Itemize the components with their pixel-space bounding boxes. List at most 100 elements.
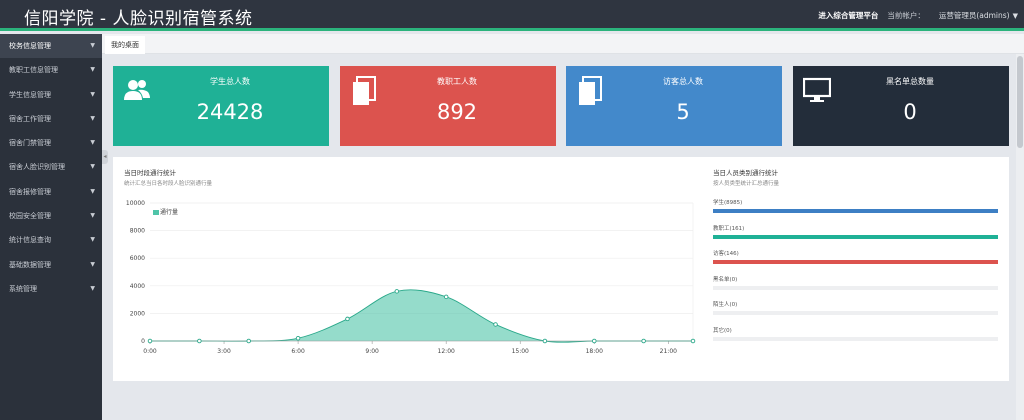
caret-down-icon: ▼ — [90, 284, 95, 292]
monitor-icon — [803, 77, 831, 102]
users-icon — [124, 80, 150, 100]
x-tick-label: 3:00 — [217, 348, 231, 355]
x-tick-label: 15:00 — [512, 348, 529, 355]
account-user-menu[interactable]: 运营管理员(admins) ▼ — [939, 10, 1018, 21]
sidebar: 校务信息管理 ▼ 教职工信息管理 ▼ 学生信息管理 ▼ 宿舍工作管理 ▼ 宿舍门禁管理 ▼… — [0, 34, 102, 420]
y-tick-label: 6000 — [130, 255, 145, 262]
account-label: 当前帐户： — [887, 11, 925, 20]
data-point — [592, 338, 597, 344]
app-title: 信阳学院 - 人脸识别宿管系统 — [24, 9, 253, 29]
sidebar-item-label: 宿舍工作管理 — [9, 114, 51, 123]
data-point — [394, 289, 400, 294]
category-label: 访客(146) — [713, 251, 739, 257]
sidebar-item-label: 教职工信息管理 — [9, 66, 58, 75]
document-icon — [353, 76, 376, 105]
card-label: 学生总人数 — [210, 77, 250, 86]
sidebar-item-label: 校园安全管理 — [9, 212, 51, 221]
sidebar-item-stats[interactable]: 统计信息查询 ▼ — [0, 228, 102, 252]
caret-down-icon: ▼ — [90, 260, 95, 268]
category-bar-fill — [713, 234, 998, 239]
stat-card-blacklist: 黑名单总数量 0 — [793, 66, 1009, 146]
data-point — [690, 338, 696, 344]
sidebar-item-basedata[interactable]: 基础数据管理 ▼ — [0, 253, 102, 277]
x-tick-label: 0:00 — [143, 348, 157, 355]
caret-down-icon: ▼ — [90, 42, 95, 49]
category-stats-subtitle: 按人员类型统计汇总通行量 — [713, 181, 780, 187]
sidebar-item-label: 基础数据管理 — [9, 260, 51, 269]
category-bar-track — [713, 336, 998, 341]
sidebar-item-label: 系统管理 — [9, 284, 37, 293]
category-stats-title: 当日人员类别通行统计 — [713, 169, 778, 177]
chart-legend[interactable]: 通行量 — [153, 207, 178, 216]
category-bar-track — [713, 260, 998, 264]
sidebar-item-system[interactable]: 系统管理 ▼ — [0, 277, 102, 301]
sidebar-item-label: 学生信息管理 — [9, 90, 51, 99]
card-label: 黑名单总数量 — [886, 77, 934, 86]
category-bar-track — [713, 285, 998, 290]
sidebar-collapse-handle[interactable]: ◂ — [102, 150, 108, 164]
category-label: 陌生人(0) — [713, 302, 738, 308]
card-value: 0 — [903, 100, 917, 124]
sidebar-item-label: 校务信息管理 — [9, 42, 51, 50]
y-tick-label: 0 — [141, 338, 145, 345]
sidebar-item-label: 宿舍门禁管理 — [9, 139, 51, 148]
series-area — [150, 289, 693, 343]
top-bar: 信阳学院 - 人脸识别宿管系统 进入综合管理平台 当前帐户： 运营管理员(adm… — [0, 0, 1024, 31]
category-bar-track — [713, 234, 998, 239]
account-user-name: 运营管理员(admins) — [938, 11, 1010, 20]
caret-down-icon: ▼ — [90, 139, 95, 147]
data-point — [493, 322, 498, 327]
x-tick-label: 9:00 — [365, 348, 379, 355]
sidebar-item-campus[interactable]: 校务信息管理 ▼ — [0, 34, 102, 59]
caret-down-icon: ▼ — [90, 212, 95, 220]
caret-down-icon: ▼ — [90, 236, 95, 244]
category-label: 其它(0) — [713, 327, 732, 334]
y-tick-label: 10000 — [126, 200, 145, 207]
data-point — [246, 338, 251, 344]
data-point — [641, 338, 646, 344]
stat-card-students: 学生总人数 24428 — [113, 66, 329, 146]
data-point — [295, 335, 301, 341]
portal-link[interactable]: 进入综合管理平台 — [818, 11, 879, 20]
x-tick-label: 21:00 — [660, 348, 677, 355]
sidebar-item-students[interactable]: 学生信息管理 ▼ — [0, 83, 102, 107]
document-icon — [579, 76, 602, 105]
data-point — [443, 294, 449, 300]
sidebar-item-safety[interactable]: 校园安全管理 ▼ — [0, 204, 102, 228]
sidebar-item-face[interactable]: 宿舍人脸识别管理 ▼ — [0, 155, 102, 179]
category-bar-fill — [713, 209, 998, 213]
caret-down-icon: ▼ — [90, 163, 95, 171]
data-point — [345, 316, 350, 322]
data-point — [147, 338, 153, 344]
x-tick-label: 12:00 — [438, 348, 455, 355]
x-tick-label: 18:00 — [586, 348, 603, 355]
traffic-area-chart: 0 2000 4000 6000 8000 10000 0:00 3:00 6:00 9:00 12… — [126, 200, 696, 355]
tab-my-desktop[interactable]: 我的桌面 — [105, 36, 145, 54]
stat-card-staff: 教职工人数 892 — [340, 66, 556, 146]
sidebar-item-dorm-work[interactable]: 宿舍工作管理 ▼ — [0, 107, 102, 131]
caret-down-icon: ▼ — [90, 187, 95, 195]
y-tick-label: 4000 — [130, 283, 145, 290]
card-value: 5 — [676, 100, 690, 124]
legend-swatch — [153, 210, 159, 215]
topbar-right: 进入综合管理平台 当前帐户： 运营管理员(admins) ▼ — [818, 10, 1018, 21]
card-value: 892 — [436, 100, 478, 124]
sidebar-item-repair[interactable]: 宿舍报修管理 ▼ — [0, 180, 102, 204]
chevron-down-icon: ▼ — [1012, 12, 1018, 20]
legend-label: 通行量 — [160, 209, 179, 216]
sidebar-item-label: 统计信息查询 — [9, 236, 51, 245]
category-bar-track — [713, 311, 998, 315]
page-scrollbar[interactable] — [1016, 54, 1024, 420]
data-point — [542, 338, 548, 344]
data-point — [197, 338, 202, 344]
sidebar-item-label: 宿舍报修管理 — [9, 187, 51, 196]
caret-down-icon: ▼ — [90, 66, 95, 74]
traffic-chart-title: 当日时段通行统计 — [124, 169, 176, 177]
category-label: 黑名单(0) — [713, 276, 738, 283]
y-tick-label: 2000 — [130, 310, 145, 317]
sidebar-item-access[interactable]: 宿舍门禁管理 ▼ — [0, 131, 102, 155]
sidebar-item-staff[interactable]: 教职工信息管理 ▼ — [0, 58, 102, 82]
traffic-chart-subtitle: 统计汇总当日各时段人脸识别通行量 — [124, 181, 213, 187]
scrollbar-thumb[interactable] — [1017, 56, 1023, 148]
x-tick-label: 6:00 — [291, 348, 305, 355]
